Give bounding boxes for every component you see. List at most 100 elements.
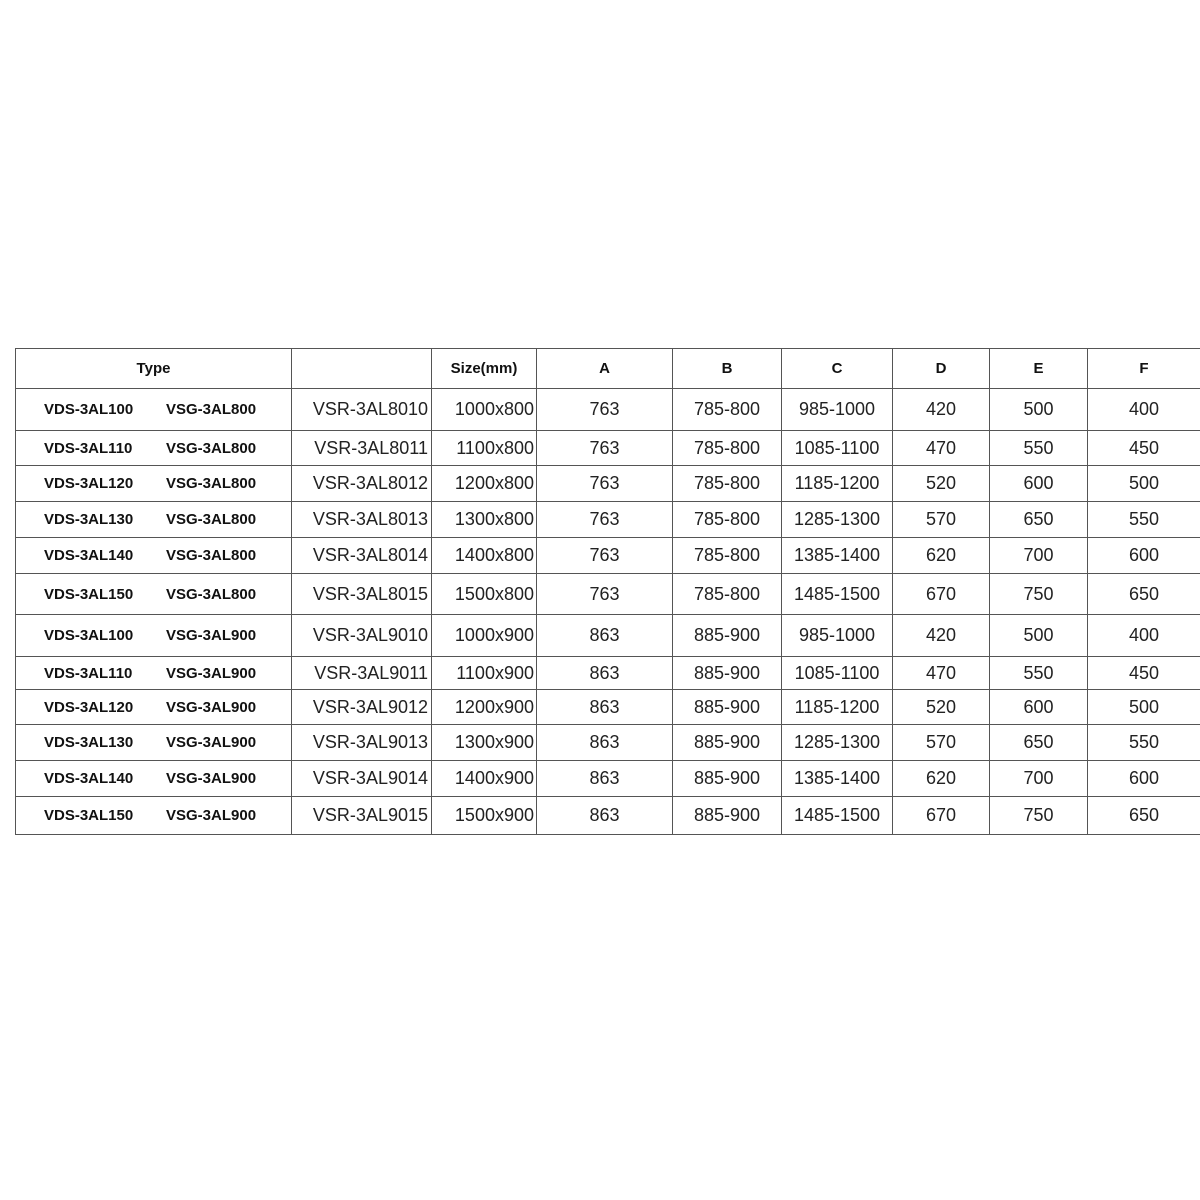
cell-type: VDS-3AL130 VSG-3AL800 bbox=[15, 501, 292, 538]
cell-d: 520 bbox=[892, 689, 990, 725]
cell-c: 1085-1100 bbox=[781, 430, 893, 466]
vsg-code: VSG-3AL900 bbox=[166, 698, 257, 716]
table-row: VDS-3AL140 VSG-3AL800 VSR-3AL8014 1400x800 7… bbox=[15, 537, 1200, 574]
table-row: VDS-3AL150 VSG-3AL800 VSR-3AL8015 1500x800 7… bbox=[15, 573, 1200, 615]
cell-a: 763 bbox=[536, 501, 673, 538]
cell-a: 763 bbox=[536, 537, 673, 574]
cell-type: VDS-3AL150 VSG-3AL800 bbox=[15, 573, 292, 615]
cell-d: 520 bbox=[892, 465, 990, 502]
cell-type: VDS-3AL110 VSG-3AL900 bbox=[15, 656, 292, 690]
cell-model: VSR-3AL9010 bbox=[291, 614, 432, 657]
cell-c: 985-1000 bbox=[781, 388, 893, 431]
cell-b: 785-800 bbox=[672, 388, 782, 431]
vsg-code: VSG-3AL900 bbox=[166, 807, 257, 824]
vds-code: VDS-3AL100 bbox=[44, 627, 134, 644]
cell-a: 763 bbox=[536, 430, 673, 466]
header-model bbox=[291, 348, 432, 389]
cell-size: 1500x900 bbox=[431, 796, 537, 835]
cell-d: 570 bbox=[892, 724, 990, 761]
cell-a: 863 bbox=[536, 689, 673, 725]
vds-code: VDS-3AL100 bbox=[44, 401, 134, 418]
cell-f: 400 bbox=[1087, 614, 1200, 657]
cell-f: 450 bbox=[1087, 656, 1200, 690]
table-row: VDS-3AL110 VSG-3AL800 VSR-3AL8011 1100x800 7… bbox=[15, 430, 1200, 466]
header-a: A bbox=[536, 348, 673, 389]
cell-d: 420 bbox=[892, 388, 990, 431]
cell-model: VSR-3AL8014 bbox=[291, 537, 432, 574]
vsg-code: VSG-3AL800 bbox=[166, 439, 257, 457]
cell-b: 885-900 bbox=[672, 656, 782, 690]
cell-f: 500 bbox=[1087, 689, 1200, 725]
spec-table: Type Size(mm) A B C D E F VDS-3AL100 VSG-… bbox=[15, 348, 1200, 835]
cell-f: 600 bbox=[1087, 760, 1200, 797]
cell-a: 863 bbox=[536, 656, 673, 690]
cell-size: 1500x800 bbox=[431, 573, 537, 615]
header-e: E bbox=[989, 348, 1088, 389]
cell-size: 1300x800 bbox=[431, 501, 537, 538]
vds-code: VDS-3AL120 bbox=[44, 475, 134, 492]
cell-size: 1200x800 bbox=[431, 465, 537, 502]
vsg-code: VSG-3AL800 bbox=[166, 511, 257, 528]
cell-size: 1100x900 bbox=[431, 656, 537, 690]
table-row: VDS-3AL140 VSG-3AL900 VSR-3AL9014 1400x900 8… bbox=[15, 760, 1200, 797]
vsg-code: VSG-3AL800 bbox=[166, 475, 257, 492]
vds-code: VDS-3AL150 bbox=[44, 807, 134, 824]
cell-size: 1400x900 bbox=[431, 760, 537, 797]
cell-d: 620 bbox=[892, 760, 990, 797]
table-row: VDS-3AL110 VSG-3AL900 VSR-3AL9011 1100x900 8… bbox=[15, 656, 1200, 690]
vsg-code: VSG-3AL900 bbox=[166, 627, 257, 644]
vsg-code: VSG-3AL900 bbox=[166, 734, 257, 751]
cell-type: VDS-3AL100 VSG-3AL800 bbox=[15, 388, 292, 431]
cell-a: 863 bbox=[536, 796, 673, 835]
table-row: VDS-3AL120 VSG-3AL900 VSR-3AL9012 1200x900 8… bbox=[15, 689, 1200, 725]
cell-e: 600 bbox=[989, 689, 1088, 725]
cell-type: VDS-3AL140 VSG-3AL800 bbox=[15, 537, 292, 574]
cell-type: VDS-3AL150 VSG-3AL900 bbox=[15, 796, 292, 835]
vds-code: VDS-3AL140 bbox=[44, 770, 134, 787]
cell-c: 1485-1500 bbox=[781, 796, 893, 835]
header-type: Type bbox=[15, 348, 292, 389]
cell-f: 550 bbox=[1087, 724, 1200, 761]
cell-model: VSR-3AL8015 bbox=[291, 573, 432, 615]
header-size: Size(mm) bbox=[431, 348, 537, 389]
cell-f: 650 bbox=[1087, 573, 1200, 615]
cell-e: 750 bbox=[989, 573, 1088, 615]
cell-b: 785-800 bbox=[672, 430, 782, 466]
cell-e: 650 bbox=[989, 501, 1088, 538]
vds-code: VDS-3AL130 bbox=[44, 734, 134, 751]
header-b: B bbox=[672, 348, 782, 389]
cell-size: 1300x900 bbox=[431, 724, 537, 761]
cell-model: VSR-3AL9013 bbox=[291, 724, 432, 761]
cell-b: 885-900 bbox=[672, 689, 782, 725]
cell-e: 500 bbox=[989, 614, 1088, 657]
cell-model: VSR-3AL8010 bbox=[291, 388, 432, 431]
vds-code: VDS-3AL130 bbox=[44, 511, 134, 528]
cell-b: 785-800 bbox=[672, 465, 782, 502]
cell-c: 1485-1500 bbox=[781, 573, 893, 615]
header-f: F bbox=[1087, 348, 1200, 389]
cell-model: VSR-3AL8011 bbox=[291, 430, 432, 466]
cell-b: 785-800 bbox=[672, 573, 782, 615]
cell-model: VSR-3AL9012 bbox=[291, 689, 432, 725]
cell-a: 763 bbox=[536, 465, 673, 502]
header-d: D bbox=[892, 348, 990, 389]
table-row: VDS-3AL100 VSG-3AL900 VSR-3AL9010 1000x900 8… bbox=[15, 614, 1200, 657]
vsg-code: VSG-3AL900 bbox=[166, 770, 257, 787]
cell-f: 500 bbox=[1087, 465, 1200, 502]
table-row: VDS-3AL130 VSG-3AL900 VSR-3AL9013 1300x900 8… bbox=[15, 724, 1200, 761]
header-row: Type Size(mm) A B C D E F bbox=[15, 348, 1200, 389]
cell-f: 600 bbox=[1087, 537, 1200, 574]
cell-e: 600 bbox=[989, 465, 1088, 502]
cell-b: 885-900 bbox=[672, 724, 782, 761]
cell-model: VSR-3AL8012 bbox=[291, 465, 432, 502]
cell-model: VSR-3AL9011 bbox=[291, 656, 432, 690]
cell-f: 650 bbox=[1087, 796, 1200, 835]
cell-model: VSR-3AL8013 bbox=[291, 501, 432, 538]
table-row: VDS-3AL120 VSG-3AL800 VSR-3AL8012 1200x800 7… bbox=[15, 465, 1200, 502]
cell-a: 863 bbox=[536, 760, 673, 797]
cell-f: 550 bbox=[1087, 501, 1200, 538]
cell-e: 750 bbox=[989, 796, 1088, 835]
cell-e: 700 bbox=[989, 760, 1088, 797]
cell-d: 670 bbox=[892, 573, 990, 615]
cell-e: 550 bbox=[989, 430, 1088, 466]
